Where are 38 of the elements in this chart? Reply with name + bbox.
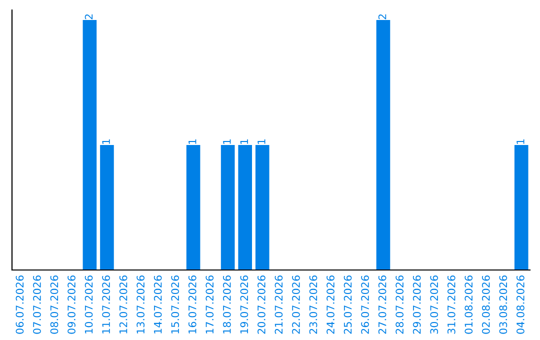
x-tick-label: 25.07.2026 <box>344 276 352 334</box>
x-tick-label: 18.07.2026 <box>222 276 231 334</box>
x-tick-label: 07.07.2026 <box>33 276 41 334</box>
x-tick-label: 28.07.2026 <box>396 276 404 334</box>
data-label: 2 <box>84 14 93 20</box>
x-tick-label: 20.07.2026 <box>258 276 266 334</box>
x-tick-label: 10.07.2026 <box>84 276 93 334</box>
x-tick-label: 14.07.2026 <box>154 276 162 334</box>
x-tick-label: 17.07.2026 <box>206 276 214 334</box>
x-tick-label: 26.07.2026 <box>361 276 369 334</box>
x-tick-label: 01.08.2026 <box>464 276 473 334</box>
x-tick-label: 03.08.2026 <box>499 276 508 334</box>
data-label: 1 <box>223 139 231 144</box>
x-tick-label: 30.07.2026 <box>430 276 438 334</box>
x-tick-label: 15.07.2026 <box>171 276 180 334</box>
x-tick-label: 23.07.2026 <box>309 276 318 334</box>
data-label: 1 <box>516 139 524 144</box>
x-tick-label: 19.07.2026 <box>240 276 248 334</box>
data-label: 2 <box>378 14 386 20</box>
x-tick-label: 09.07.2026 <box>68 276 76 334</box>
x-tick-label: 22.07.2026 <box>292 276 300 334</box>
x-tick-label: 16.07.2026 <box>188 276 196 334</box>
x-tick-label: 27.07.2026 <box>378 276 386 334</box>
x-tick-label: 31.07.2026 <box>447 276 456 334</box>
x-tick-label: 06.07.2026 <box>16 276 24 334</box>
data-label: 1 <box>258 139 266 144</box>
x-tick-label: 29.07.2026 <box>412 276 421 334</box>
x-tick-label: 21.07.2026 <box>274 276 283 334</box>
data-label: 1 <box>188 139 196 144</box>
data-label: 1 <box>102 139 110 144</box>
x-tick-label: 12.07.2026 <box>119 276 128 334</box>
x-tick-label: 08.07.2026 <box>50 276 58 334</box>
x-tick-label: 24.07.2026 <box>326 276 334 334</box>
data-label: 1 <box>240 139 248 144</box>
x-tick-label: 11.07.2026 <box>102 276 110 334</box>
x-tick-label: 02.08.2026 <box>482 276 490 334</box>
x-tick-label: 13.07.2026 <box>136 276 145 334</box>
x-tick-label: 04.08.2026 <box>516 276 524 334</box>
